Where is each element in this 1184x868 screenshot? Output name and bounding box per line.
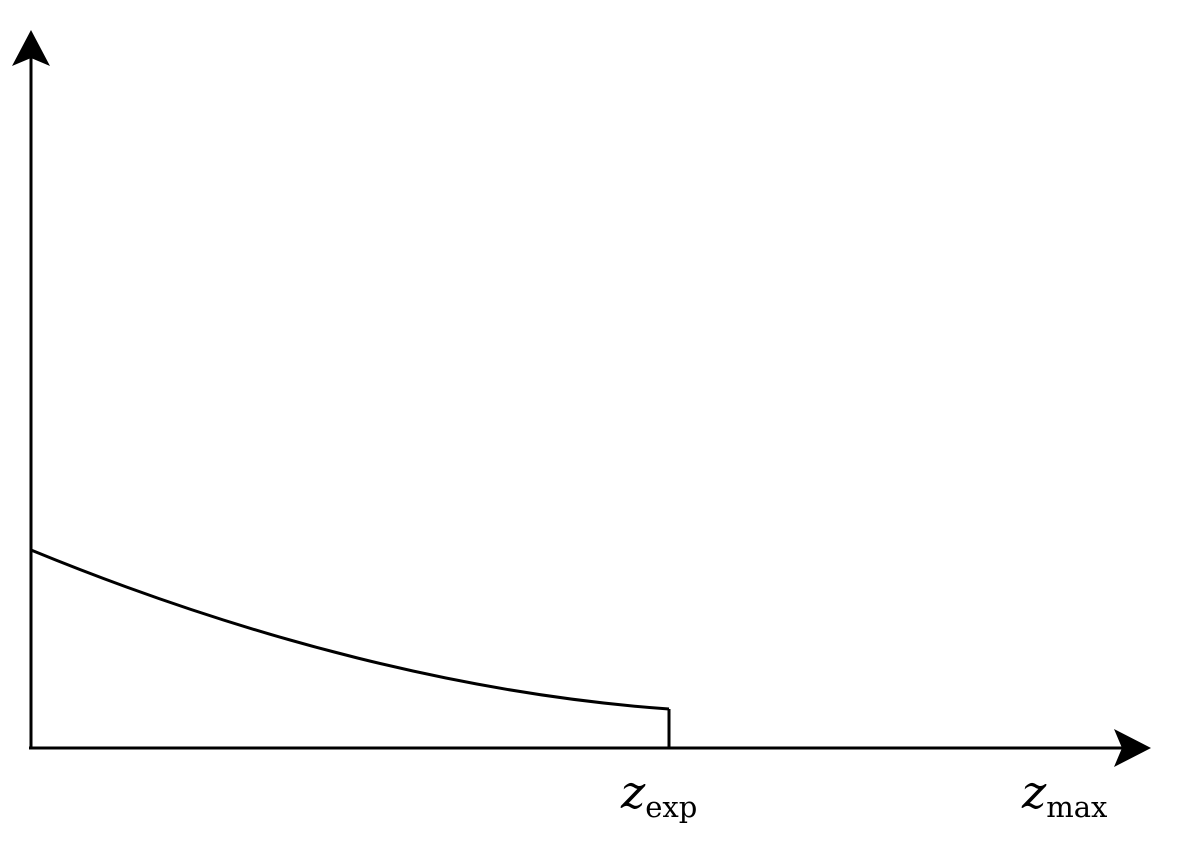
x-axis-arrow-icon	[1114, 729, 1151, 767]
y-axis-arrow-icon	[12, 30, 50, 66]
z-max-label: zmax	[1021, 765, 1107, 824]
z-exp-label: zexp	[620, 765, 697, 824]
z-max-label-main: z	[1021, 765, 1047, 819]
decay-curve	[30, 548, 670, 711]
z-exp-label-main: z	[620, 765, 646, 819]
z-max-label-sub: max	[1046, 790, 1107, 824]
z-exp-label-sub: exp	[645, 790, 697, 824]
